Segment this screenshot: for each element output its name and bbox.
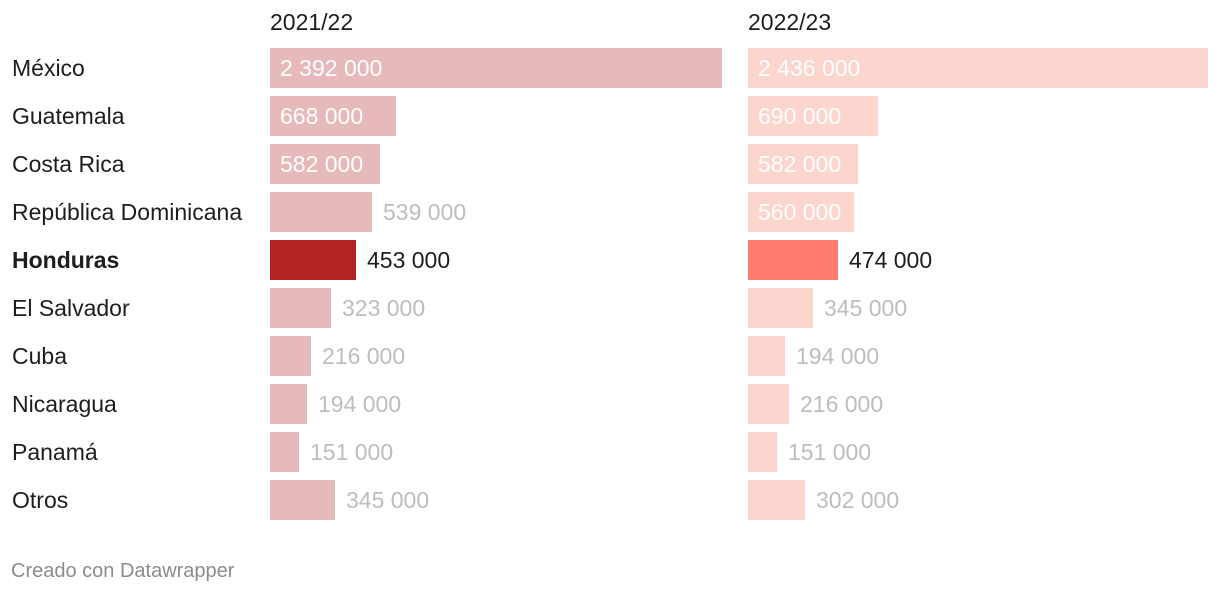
footer-credit: Creado con Datawrapper: [11, 560, 235, 582]
bar: [748, 336, 785, 376]
value-label: 2 436 000: [758, 55, 861, 81]
category-label: El Salvador: [12, 295, 130, 321]
bar: [270, 384, 307, 424]
bar: [270, 96, 396, 136]
value-label: 194 000: [796, 343, 880, 369]
value-label: 668 000: [280, 103, 364, 129]
value-label: 323 000: [342, 295, 426, 321]
bar: [748, 240, 838, 280]
value-label: 216 000: [800, 391, 884, 417]
bar: [748, 96, 878, 136]
bar: [270, 480, 335, 520]
bar: [748, 384, 789, 424]
category-label: Cuba: [12, 343, 67, 369]
value-label: 474 000: [849, 247, 933, 273]
bar: [270, 144, 380, 184]
bar: [270, 240, 356, 280]
series-title: 2021/22: [270, 9, 354, 35]
value-label: 2 392 000: [280, 55, 383, 81]
value-label: 345 000: [824, 295, 908, 321]
bar: [270, 336, 311, 376]
value-label: 690 000: [758, 103, 842, 129]
bar: [270, 48, 722, 88]
bar: [748, 144, 858, 184]
bar: [748, 192, 854, 232]
value-label: 539 000: [383, 199, 467, 225]
category-label: Otros: [12, 487, 69, 513]
category-label: México: [12, 55, 85, 81]
bar: [748, 432, 777, 472]
value-label: 151 000: [788, 439, 872, 465]
bar: [270, 192, 372, 232]
category-label: Guatemala: [12, 103, 125, 129]
value-label: 453 000: [367, 247, 451, 273]
value-label: 194 000: [318, 391, 402, 417]
bar: [270, 432, 299, 472]
bar: [748, 288, 813, 328]
value-label: 345 000: [346, 487, 430, 513]
bar: [748, 480, 805, 520]
value-label: 151 000: [310, 439, 394, 465]
category-label: Honduras: [12, 247, 120, 273]
value-label: 216 000: [322, 343, 406, 369]
series-title: 2022/23: [748, 9, 832, 35]
value-label: 582 000: [280, 151, 364, 177]
category-label: Costa Rica: [12, 151, 125, 177]
category-label: República Dominicana: [12, 199, 243, 225]
value-label: 582 000: [758, 151, 842, 177]
category-label: Nicaragua: [12, 391, 117, 417]
bar: [748, 48, 1208, 88]
category-label: Panamá: [12, 439, 98, 465]
value-label: 302 000: [816, 487, 900, 513]
value-label: 560 000: [758, 199, 842, 225]
bar: [270, 288, 331, 328]
